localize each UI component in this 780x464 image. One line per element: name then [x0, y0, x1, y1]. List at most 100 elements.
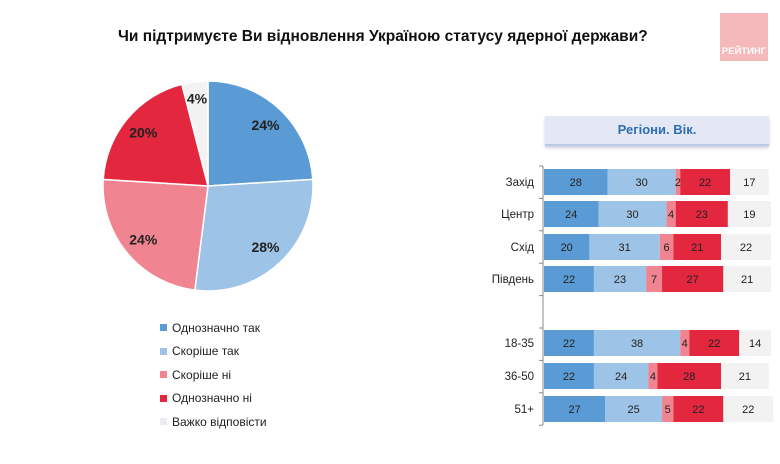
bar-value-label: 14 [749, 338, 761, 350]
bar-value-label: 22 [563, 371, 575, 383]
bar-segment [593, 330, 681, 356]
legend-label: Важко відповісти [172, 414, 267, 429]
panel-header: Регіони. Вік. [545, 116, 769, 146]
bar-segment [605, 396, 663, 422]
bar-segment [659, 234, 674, 260]
bar-value-label: 4 [682, 338, 688, 350]
bar-segment [544, 234, 590, 260]
pie-slice [194, 178, 314, 292]
bar-value-label: 22 [563, 274, 575, 286]
bar-value-label: 22 [699, 177, 711, 189]
legend-label: Однозначно ні [172, 391, 252, 406]
bar-value-label: 22 [708, 338, 720, 350]
bar-value-label: 21 [691, 242, 703, 254]
bar-value-label: 28 [570, 177, 582, 189]
bar-value-label: 31 [618, 242, 630, 254]
bar-segment [673, 396, 724, 422]
bar-segment [730, 169, 769, 195]
bar-segment [544, 169, 608, 195]
bar-segment [593, 363, 649, 389]
category-label: 36-50 [505, 371, 534, 383]
bar-value-label: 25 [628, 404, 640, 416]
pie-slice [102, 83, 209, 187]
bar-value-label: 7 [651, 274, 657, 286]
pie-slice [180, 80, 209, 187]
rating-logo: РЕЙТИНГ [720, 13, 768, 61]
category-label: 18-35 [505, 338, 534, 350]
bar-value-label: 20 [561, 242, 573, 254]
bar-value-label: 27 [569, 404, 581, 416]
bar-value-label: 4 [650, 371, 656, 383]
bar-segment [657, 363, 722, 389]
legend-swatch [160, 371, 167, 379]
legend-swatch [160, 394, 167, 402]
bar-value-label: 4 [668, 209, 674, 221]
bar-segment [675, 201, 728, 227]
bar-segment [666, 201, 676, 227]
legend-item: Скоріше так [160, 340, 267, 364]
bar-segment [646, 266, 663, 292]
bar-value-label: 22 [742, 404, 754, 416]
pie-slice [102, 178, 209, 292]
logo-text: РЕЙТИНГ [721, 46, 767, 57]
bar-value-label: 19 [743, 209, 755, 221]
pie-label: 24% [251, 117, 280, 133]
category-label: Захід [506, 177, 535, 189]
bar-segment [675, 169, 681, 195]
bar-segment [544, 330, 594, 356]
bar-segment [680, 169, 731, 195]
bar-value-label: 22 [563, 338, 575, 350]
pie-label: 28% [251, 239, 280, 255]
bar-segment [589, 234, 660, 260]
bar-segment [662, 396, 674, 422]
bar-value-label: 38 [631, 338, 643, 350]
bar-segment [727, 201, 771, 227]
bar-segment [598, 201, 667, 227]
bar-segment [680, 330, 690, 356]
pie-label: 20% [129, 124, 158, 140]
bar-segment [721, 234, 771, 260]
bar-value-label: 24 [565, 209, 577, 221]
bar-value-label: 5 [665, 404, 671, 416]
category-label: Схід [511, 242, 535, 254]
bar-value-label: 2 [675, 177, 681, 189]
legend-swatch [160, 324, 167, 332]
bar-value-label: 23 [614, 274, 626, 286]
bar-segment [723, 396, 774, 422]
legend-label: Скоріше ні [172, 367, 231, 382]
category-label: Південь [492, 274, 534, 286]
bar-segment [607, 169, 676, 195]
category-label: 51+ [514, 404, 534, 416]
bar-segment [673, 234, 722, 260]
bar-value-label: 30 [626, 209, 638, 221]
chart-title: Чи підтримуєте Ви відновлення Україною с… [118, 28, 648, 45]
legend-item: Важко відповісти [160, 410, 267, 434]
pie-label: 4% [187, 90, 208, 106]
bar-segment [593, 266, 647, 292]
bar-value-label: 21 [739, 371, 751, 383]
legend-item: Однозначно так [160, 316, 267, 340]
bar-value-label: 27 [687, 274, 699, 286]
bar-segment [723, 266, 771, 292]
legend-swatch [160, 347, 167, 355]
bar-value-label: 28 [683, 371, 695, 383]
bar-value-label: 17 [743, 177, 755, 189]
pie-label: 24% [129, 232, 158, 248]
category-label: Центр [501, 209, 534, 221]
bar-segment [544, 266, 594, 292]
legend-label: Однозначно так [172, 320, 260, 335]
bar-value-label: 22 [740, 242, 752, 254]
legend-swatch [160, 418, 167, 426]
bar-segment [544, 363, 594, 389]
legend-label: Скоріше так [172, 344, 239, 359]
bar-segment [544, 201, 599, 227]
legend: Однозначно так Скоріше так Скоріше ні Одноз… [160, 316, 267, 434]
bar-value-label: 23 [696, 209, 708, 221]
bar-segment [721, 363, 769, 389]
bar-value-label: 21 [741, 274, 753, 286]
bar-value-label: 22 [692, 404, 704, 416]
legend-item: Скоріше ні [160, 363, 267, 387]
legend-item: Однозначно ні [160, 387, 267, 411]
